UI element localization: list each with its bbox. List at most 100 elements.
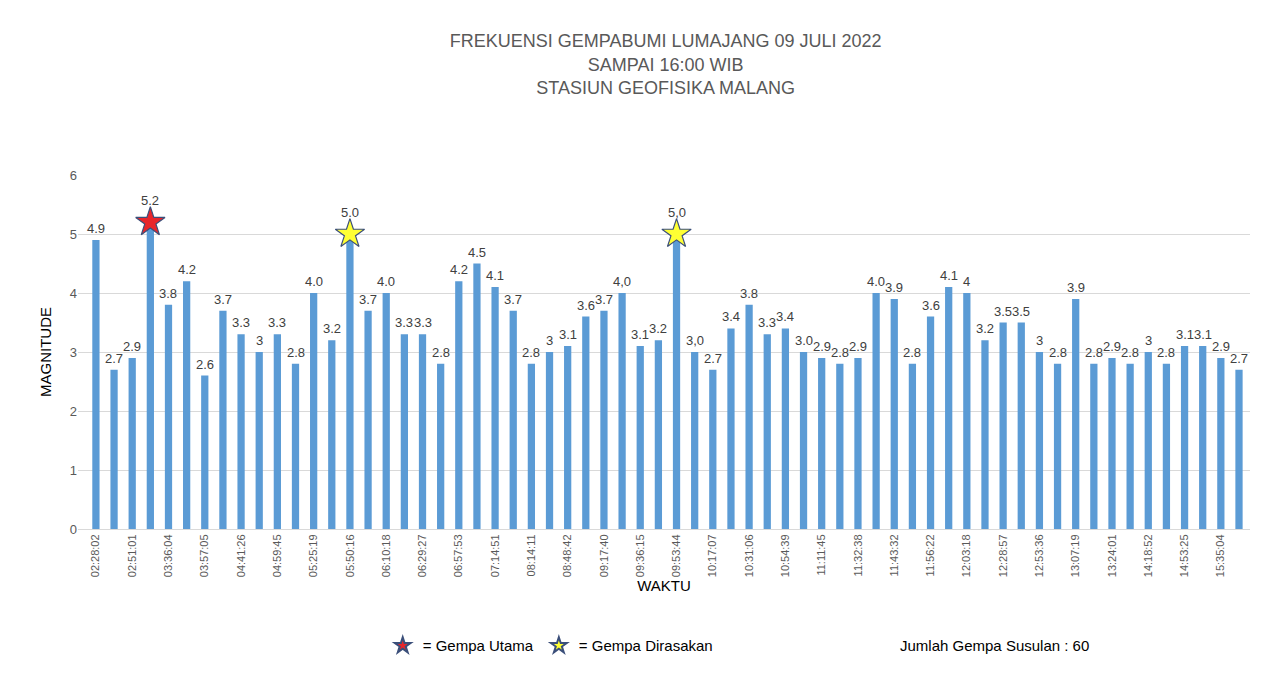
svg-text:06:10:18: 06:10:18: [380, 534, 392, 577]
svg-text:12:03:18: 12:03:18: [960, 534, 972, 577]
svg-text:4.0: 4.0: [377, 274, 395, 289]
svg-text:3: 3: [256, 333, 263, 348]
svg-text:4.9: 4.9: [87, 221, 105, 236]
svg-text:4,0: 4,0: [613, 274, 631, 289]
svg-text:4.2: 4.2: [450, 262, 468, 277]
svg-text:08:14:11: 08:14:11: [525, 534, 537, 576]
svg-text:FREKUENSI GEMPABUMI LUMAJANG 0: FREKUENSI GEMPABUMI LUMAJANG 09 JULI 202…: [450, 31, 882, 98]
svg-text:11:11:45: 11:11:45: [815, 534, 827, 575]
svg-text:4.2: 4.2: [178, 262, 196, 277]
svg-text:12:28:57: 12:28:57: [997, 534, 1009, 577]
svg-text:Jumlah Gempa Susulan : 60: Jumlah Gempa Susulan : 60: [900, 637, 1089, 654]
svg-text:3,0: 3,0: [686, 333, 704, 348]
svg-text:3.7: 3.7: [595, 292, 613, 307]
svg-text:15:35:04: 15:35:04: [1214, 534, 1226, 577]
svg-text:2.7: 2.7: [1230, 351, 1248, 366]
svg-text:2: 2: [70, 404, 77, 419]
svg-text:3.5: 3.5: [994, 304, 1012, 319]
svg-text:10:54:39: 10:54:39: [779, 534, 791, 577]
svg-text:09:53:44: 09:53:44: [670, 534, 682, 577]
svg-text:3.4: 3.4: [722, 309, 740, 324]
svg-text:4.1: 4.1: [486, 268, 504, 283]
svg-text:09:36:15: 09:36:15: [634, 534, 646, 577]
svg-text:02:28:02: 02:28:02: [89, 534, 101, 577]
svg-text:2.8: 2.8: [287, 345, 305, 360]
svg-text:3: 3: [1036, 333, 1043, 348]
svg-text:2.8: 2.8: [903, 345, 921, 360]
svg-text:3.1: 3.1: [559, 327, 577, 342]
svg-text:04:59:45: 04:59:45: [271, 534, 283, 577]
svg-text:3.3: 3.3: [268, 315, 286, 330]
svg-text:3.4: 3.4: [776, 309, 794, 324]
svg-text:2.7: 2.7: [105, 351, 123, 366]
svg-text:3.2: 3.2: [649, 321, 667, 336]
svg-text:2.8: 2.8: [1157, 345, 1175, 360]
svg-text:10:17:07: 10:17:07: [706, 534, 718, 577]
svg-text:05:50:16: 05:50:16: [344, 534, 356, 577]
svg-text:03:36:04: 03:36:04: [162, 534, 174, 577]
svg-text:04:41:26: 04:41:26: [235, 534, 247, 577]
svg-text:3.3: 3.3: [414, 315, 432, 330]
svg-text:07:14:51: 07:14:51: [489, 534, 501, 577]
svg-text:3.9: 3.9: [885, 280, 903, 295]
svg-text:5,0: 5,0: [668, 205, 686, 220]
svg-text:3.0: 3.0: [795, 333, 813, 348]
svg-text:06:29:27: 06:29:27: [416, 534, 428, 577]
svg-text:4.5: 4.5: [468, 245, 486, 260]
svg-text:4.1: 4.1: [940, 268, 958, 283]
svg-text:2.9: 2.9: [1212, 339, 1230, 354]
svg-text:3.9: 3.9: [1067, 280, 1085, 295]
svg-text:2.9: 2.9: [813, 339, 831, 354]
svg-text:2.6: 2.6: [196, 357, 214, 372]
svg-text:3: 3: [546, 333, 553, 348]
svg-text:3: 3: [70, 345, 77, 360]
svg-text:11:56:22: 11:56:22: [924, 534, 936, 576]
svg-text:2.9: 2.9: [849, 339, 867, 354]
svg-text:= Gempa Dirasakan: = Gempa Dirasakan: [579, 637, 713, 654]
svg-text:MAGNITUDE: MAGNITUDE: [37, 307, 54, 397]
svg-text:05:25:19: 05:25:19: [307, 534, 319, 577]
svg-text:2.8: 2.8: [1121, 345, 1139, 360]
svg-text:4: 4: [963, 274, 970, 289]
svg-text:2.8: 2.8: [432, 345, 450, 360]
svg-text:3.6: 3.6: [922, 298, 940, 313]
svg-text:3.6: 3.6: [577, 298, 595, 313]
svg-text:3.3: 3.3: [395, 315, 413, 330]
svg-text:14:53:25: 14:53:25: [1178, 534, 1190, 577]
svg-text:2.8: 2.8: [831, 345, 849, 360]
svg-text:3.5: 3.5: [1012, 304, 1030, 319]
svg-text:3.3: 3.3: [758, 315, 776, 330]
svg-text:3.8: 3.8: [740, 286, 758, 301]
svg-text:14:18:52: 14:18:52: [1142, 534, 1154, 577]
svg-text:3.7: 3.7: [214, 292, 232, 307]
svg-text:WAKTU: WAKTU: [637, 577, 691, 594]
svg-text:3.1: 3.1: [631, 327, 649, 342]
svg-text:0: 0: [70, 522, 77, 537]
svg-text:4: 4: [70, 286, 77, 301]
svg-text:3.8: 3.8: [159, 286, 177, 301]
svg-text:3.2: 3.2: [976, 321, 994, 336]
svg-text:3.1: 3.1: [1194, 327, 1212, 342]
svg-text:2.8: 2.8: [522, 345, 540, 360]
svg-text:3.1: 3.1: [1176, 327, 1194, 342]
svg-text:09:17:40: 09:17:40: [598, 534, 610, 577]
svg-text:2.9: 2.9: [1103, 339, 1121, 354]
svg-text:2.9: 2.9: [123, 339, 141, 354]
svg-text:4.0: 4.0: [305, 274, 323, 289]
svg-text:= Gempa Utama: = Gempa Utama: [423, 637, 534, 654]
svg-text:11:43:32: 11:43:32: [888, 534, 900, 576]
svg-text:06:57:53: 06:57:53: [452, 534, 464, 577]
svg-text:3: 3: [1145, 333, 1152, 348]
svg-text:12:53:36: 12:53:36: [1033, 534, 1045, 577]
svg-text:13:07:19: 13:07:19: [1069, 534, 1081, 577]
svg-text:5.2: 5.2: [141, 193, 159, 208]
svg-text:1: 1: [70, 463, 77, 478]
svg-text:03:57:05: 03:57:05: [198, 534, 210, 577]
svg-text:3.2: 3.2: [323, 321, 341, 336]
svg-text:11:32:38: 11:32:38: [852, 534, 864, 576]
svg-text:3.3: 3.3: [232, 315, 250, 330]
svg-text:2.8: 2.8: [1049, 345, 1067, 360]
svg-text:2.8: 2.8: [1085, 345, 1103, 360]
svg-text:5.0: 5.0: [341, 205, 359, 220]
svg-text:13:24:01: 13:24:01: [1106, 534, 1118, 577]
